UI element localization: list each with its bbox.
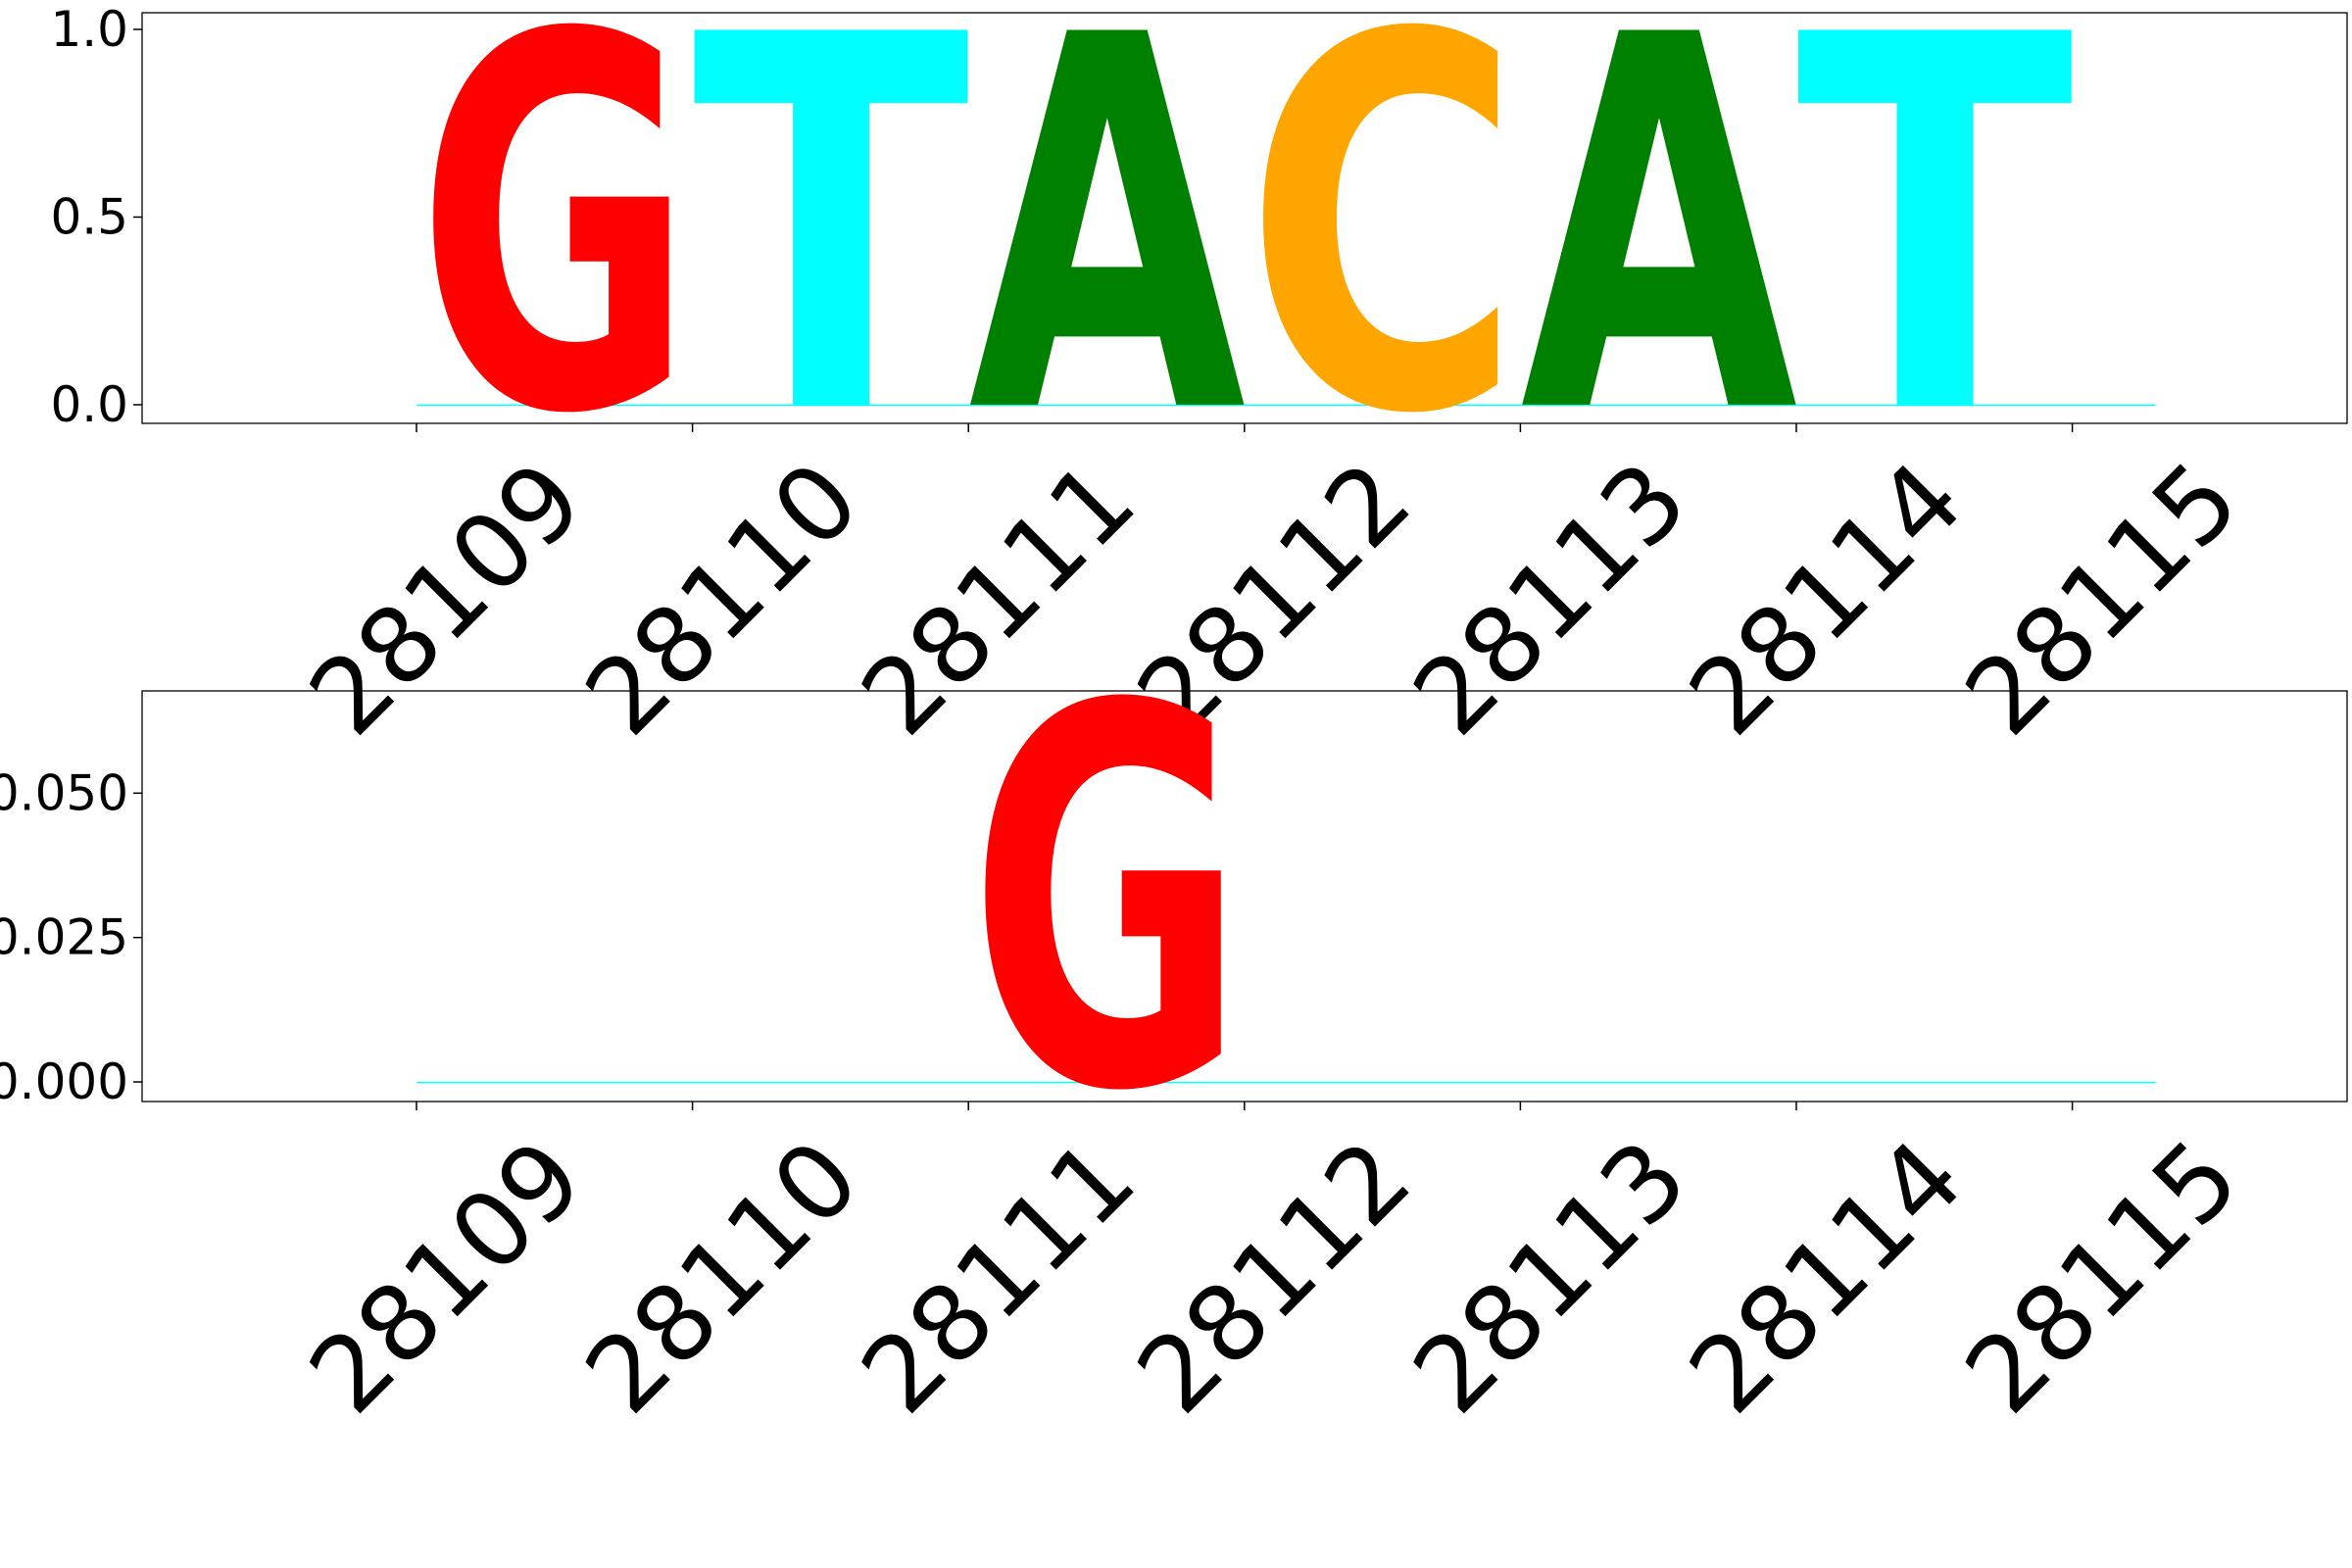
y-tick-label: 0.000 [0, 1054, 128, 1110]
y-tick-label: 0.025 [0, 909, 128, 966]
x-tick-label: 28113 [1391, 1117, 1709, 1436]
logo-letter-a: A [1520, 0, 1800, 526]
y-tick-label: 0.0 [50, 376, 128, 433]
logo-letter-a: A [968, 0, 1249, 526]
y-tick-label: 0.5 [50, 189, 128, 246]
logo-letter-g: G [416, 0, 694, 526]
logo-letter-g: G [968, 597, 1246, 1205]
x-tick-label: 28110 [563, 1117, 881, 1436]
x-tick-label: 28109 [287, 1117, 606, 1436]
logo-letter-t: T [1796, 0, 2076, 526]
x-tick-label: 28115 [1942, 1117, 2261, 1436]
logo-letter-c: C [1245, 0, 1522, 526]
logo-letter-t: T [693, 0, 972, 526]
y-tick-label: 0.050 [0, 764, 128, 821]
x-tick-label: 28114 [1667, 1117, 1985, 1436]
y-tick-label: 1.0 [50, 1, 128, 58]
